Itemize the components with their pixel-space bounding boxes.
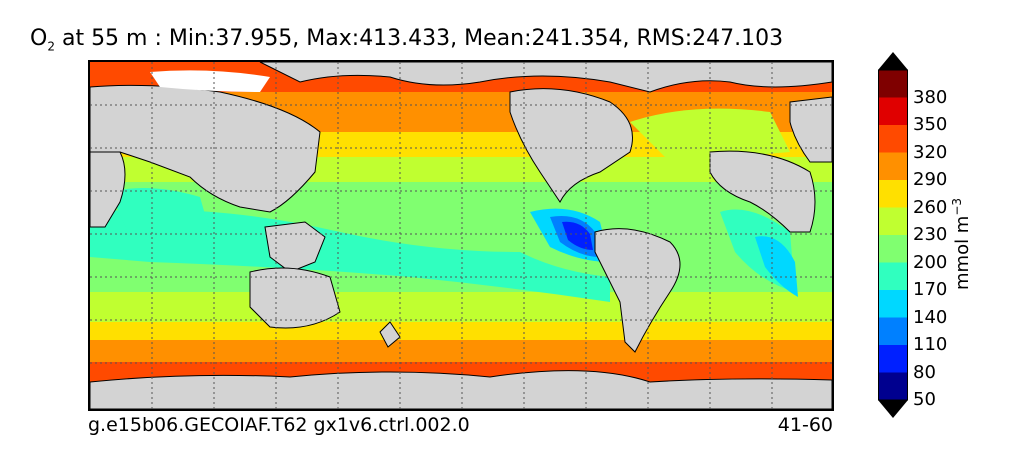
north-america-land [509,88,633,203]
colorbar-level [878,372,908,400]
ocean-oxygen-map [88,60,834,411]
colorbar-tick-label: 110 [913,334,948,355]
south-subpolar-band [90,340,832,362]
colorbar-tick-label: 290 [913,169,948,190]
arctic-land [259,62,832,93]
africa-land [709,150,816,233]
colorbar-extend-max [878,52,908,70]
colorbar-tick-label: 50 [913,389,936,410]
colorbar-tick-label: 170 [913,279,948,300]
colorbar-tick-label: 200 [913,251,948,273]
south-subtropic-band [90,292,832,322]
colorbar-tick-label: 260 [913,196,948,218]
colorbar-tick-label: 80 [913,361,936,383]
colorbar-level [878,70,908,98]
colorbar-outline [878,69,908,401]
colorbar-tick-labels: 380 350 320 290 260 230 200 170 140 110 80 50 [913,0,973,466]
east-pacific-omz-core [562,221,593,250]
colorbar-level [878,345,908,373]
north-atlantic-patch [630,108,790,162]
australia-land [249,267,341,329]
plot-title: O2 at 55 m : Min:37.955, Max:413.433, Me… [30,26,784,54]
colorbar-level [878,180,908,208]
colorbar-level [878,207,908,235]
colorbar-tick-label: 320 [913,141,948,163]
years-label: 41-60 [777,414,833,436]
antarctica-land [90,370,832,409]
colorbar-tick-label: 230 [913,224,948,245]
europe-land [789,96,832,163]
colorbar-level [878,290,908,318]
indian-ocean-patch [110,188,210,239]
colorbar [878,52,908,418]
colorbar-level [878,262,908,290]
colorbar-tick-label: 350 [913,114,948,135]
africa-land-west [90,151,126,228]
south-midlat-band [90,322,832,340]
colorbar-level [878,125,908,153]
graticule [90,62,832,409]
colorbar-level [878,235,908,263]
colorbar-tick-label: 140 [913,306,948,328]
benguela-omz [755,236,798,297]
colorbar-unit-label: mmol m−3 [950,197,973,290]
colorbar-tick-label: 380 [913,86,948,108]
tropical-pacific-patch [90,209,610,302]
arctic-sea-ice [150,70,270,92]
colorbar-level [878,97,908,125]
run-id-label: g.e15b06.GECOIAF.T62 gx1v6.ctrl.002.0 [88,414,470,436]
colorbar-level [878,317,908,345]
colorbar-level [878,152,908,180]
map-canvas [90,62,832,409]
colorbar-extend-min [878,400,908,418]
